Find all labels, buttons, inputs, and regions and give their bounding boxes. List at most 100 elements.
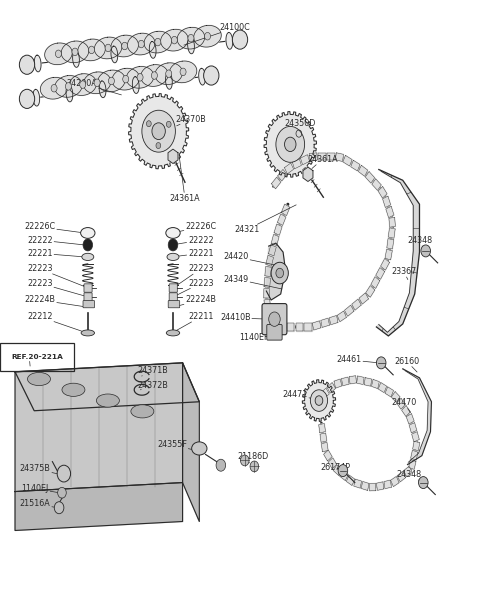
Polygon shape — [365, 172, 375, 183]
Polygon shape — [272, 177, 281, 189]
Polygon shape — [281, 204, 290, 215]
Circle shape — [72, 48, 78, 56]
Polygon shape — [300, 155, 310, 165]
Polygon shape — [385, 249, 392, 260]
Polygon shape — [361, 481, 369, 490]
Polygon shape — [166, 73, 172, 89]
Ellipse shape — [131, 405, 154, 418]
Text: 24350D: 24350D — [284, 119, 315, 134]
Polygon shape — [408, 460, 416, 469]
Circle shape — [65, 83, 72, 90]
Polygon shape — [302, 380, 336, 421]
Polygon shape — [40, 77, 68, 99]
Text: 24100C: 24100C — [184, 23, 251, 45]
Circle shape — [250, 461, 259, 472]
Ellipse shape — [192, 442, 207, 455]
Text: 22223: 22223 — [174, 279, 214, 296]
Polygon shape — [277, 214, 286, 226]
Polygon shape — [321, 442, 328, 452]
Polygon shape — [69, 74, 96, 95]
Polygon shape — [264, 289, 270, 298]
Ellipse shape — [167, 253, 179, 260]
Circle shape — [151, 72, 157, 79]
Circle shape — [58, 487, 66, 498]
Text: 22224B: 22224B — [24, 295, 86, 307]
Polygon shape — [318, 153, 326, 160]
Polygon shape — [264, 299, 271, 309]
Text: 1140EJ: 1140EJ — [22, 484, 58, 493]
Polygon shape — [285, 163, 294, 174]
Circle shape — [180, 68, 186, 76]
Text: 22212: 22212 — [27, 312, 85, 332]
Circle shape — [83, 239, 93, 251]
Circle shape — [138, 40, 144, 48]
Polygon shape — [385, 387, 394, 397]
Polygon shape — [78, 39, 105, 61]
Text: 21516A: 21516A — [20, 499, 56, 508]
Polygon shape — [266, 243, 286, 300]
Polygon shape — [349, 376, 357, 384]
Polygon shape — [155, 63, 182, 85]
Polygon shape — [304, 323, 312, 331]
Polygon shape — [126, 67, 154, 88]
Polygon shape — [144, 31, 171, 53]
Polygon shape — [194, 25, 221, 47]
Polygon shape — [366, 286, 375, 297]
Text: 26174P: 26174P — [321, 463, 351, 472]
Circle shape — [156, 143, 161, 149]
Polygon shape — [378, 383, 387, 392]
Text: 22221: 22221 — [27, 249, 83, 258]
Circle shape — [142, 110, 175, 152]
Text: 22223: 22223 — [27, 265, 87, 287]
Circle shape — [271, 262, 288, 284]
Circle shape — [123, 76, 129, 83]
Polygon shape — [199, 68, 205, 85]
FancyBboxPatch shape — [169, 293, 177, 301]
Polygon shape — [403, 369, 432, 464]
Ellipse shape — [96, 394, 120, 407]
Polygon shape — [406, 414, 414, 424]
Polygon shape — [413, 441, 420, 451]
Polygon shape — [310, 153, 317, 161]
Polygon shape — [303, 167, 313, 181]
Polygon shape — [277, 321, 286, 331]
Circle shape — [376, 357, 386, 369]
Polygon shape — [97, 70, 125, 92]
Polygon shape — [354, 479, 361, 488]
Polygon shape — [264, 277, 270, 287]
Circle shape — [146, 121, 151, 127]
Circle shape — [152, 123, 165, 140]
Polygon shape — [149, 41, 156, 58]
Polygon shape — [312, 321, 321, 330]
Polygon shape — [161, 29, 188, 51]
Polygon shape — [264, 112, 316, 177]
Polygon shape — [383, 196, 391, 208]
Polygon shape — [268, 245, 276, 256]
Polygon shape — [328, 458, 336, 469]
Polygon shape — [371, 277, 380, 289]
Polygon shape — [345, 305, 354, 316]
Polygon shape — [34, 55, 41, 72]
Polygon shape — [411, 451, 418, 460]
Text: 24461: 24461 — [336, 355, 377, 364]
FancyBboxPatch shape — [169, 284, 177, 292]
Polygon shape — [15, 363, 182, 491]
Text: 22221: 22221 — [173, 249, 214, 258]
Text: 24355F: 24355F — [157, 440, 196, 451]
Text: 21186D: 21186D — [238, 452, 269, 463]
Polygon shape — [274, 224, 282, 235]
Polygon shape — [347, 475, 355, 485]
Polygon shape — [389, 217, 396, 227]
Polygon shape — [321, 318, 329, 328]
Polygon shape — [376, 170, 420, 336]
Polygon shape — [386, 206, 394, 218]
Polygon shape — [287, 323, 294, 331]
Text: 22226C: 22226C — [24, 223, 83, 233]
Circle shape — [285, 137, 296, 152]
Polygon shape — [66, 85, 73, 102]
Polygon shape — [412, 432, 420, 442]
Text: 1140ER: 1140ER — [239, 332, 272, 341]
Polygon shape — [112, 68, 140, 90]
Text: 24371B: 24371B — [137, 366, 168, 376]
Ellipse shape — [166, 227, 180, 238]
